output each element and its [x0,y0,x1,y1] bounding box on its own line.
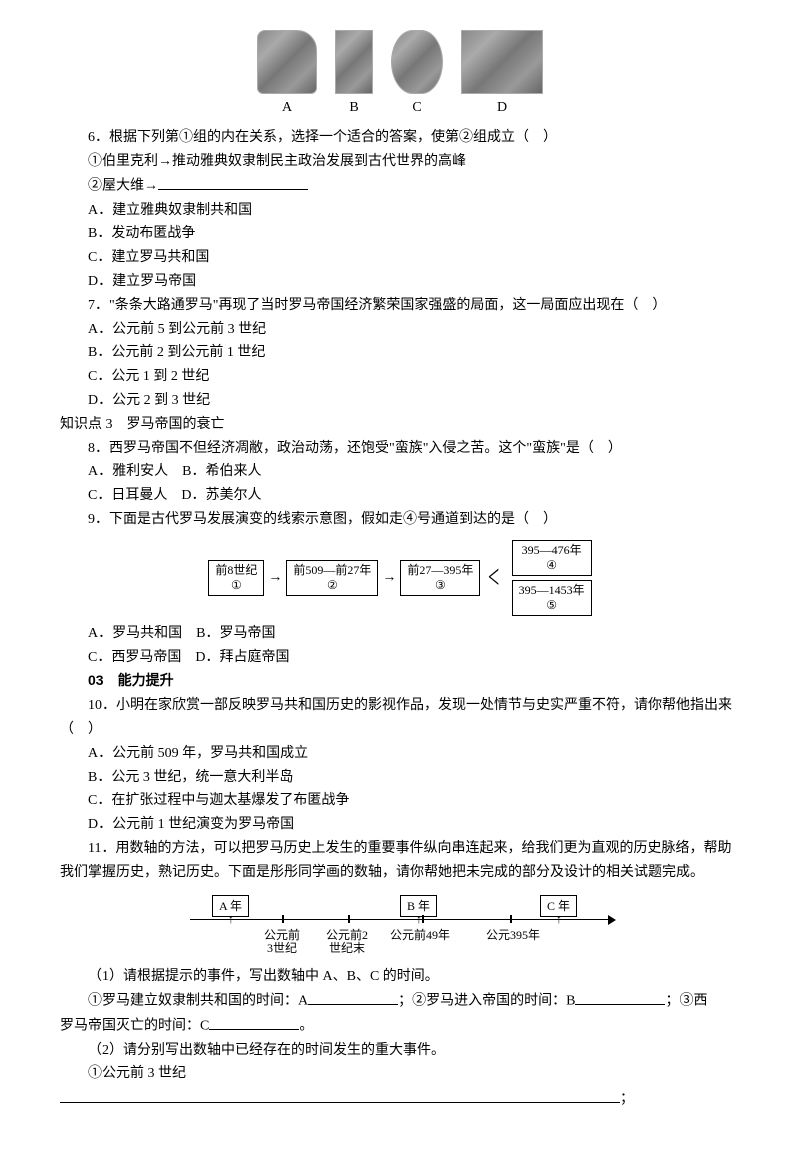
q8-opt-ab: A．雅利安人 B．希伯来人 [60,460,740,484]
arrow-up-icon: ↑ [228,909,234,929]
branch-bracket-icon: < [488,561,500,595]
statue-icon [335,30,373,94]
thumb-label: A [282,96,292,120]
node2-bot: ② [293,578,371,593]
tl-l1a: 公元前 [264,929,300,943]
tl-l2b: 世纪末 [326,942,368,956]
q11-p1: （1）请根据提示的事件，写出数轴中 A、B、C 的时间。 [60,965,740,989]
q7-opt-b: B．公元前 2 到公元前 1 世纪 [60,341,740,365]
option-thumb-a: A [257,30,317,120]
q11-p2-tail: ； [620,1092,634,1107]
option-image-row: A B C D [60,30,740,120]
q6-line2: ②屋大维→ [60,173,740,198]
q11-p1-mid: ；②罗马进入帝国的时间：B [398,994,575,1009]
knowledge-point-3: 知识点 3 罗马帝国的衰亡 [60,413,740,437]
q9-stem: 9．下面是古代罗马发展演变的线索示意图，假如走④号通道到达的是（ ） [60,508,740,532]
q11-p1-mid2: ；③西 [665,994,707,1009]
q11-p2a: ①公元前 3 世纪 [60,1062,740,1086]
node3-bot: ③ [407,578,473,593]
q6-line2-prefix: ②屋大维→ [88,179,158,194]
rome-chain-diagram: 前8世纪 ① → 前509—前27年 ② → 前27—395年 ③ < 395—… [60,540,740,616]
branch-wrap: < 395—476年 ④ 395—1453年 ⑤ [480,540,591,616]
q8-opt-cd: C．日耳曼人 D．苏美尔人 [60,484,740,508]
option-thumb-b: B [335,30,373,120]
thumb-label: C [412,96,421,120]
arrow-up-icon: ↑ [556,909,562,929]
q7-opt-a: A．公元前 5 到公元前 3 世纪 [60,318,740,342]
chain-node-5: 395—1453年 ⑤ [512,580,592,616]
q11-p1-line2-pre: 罗马帝国灭亡的时间：C [60,1019,209,1034]
coin-portrait-icon [391,30,443,94]
node3-top: 前27—395年 [407,563,473,578]
timeline-label-3: 公元前49年 [390,929,450,943]
q7-opt-d: D．公元 2 到 3 世纪 [60,389,740,413]
q6-opt-a: A．建立雅典奴隶制共和国 [60,199,740,223]
q10-opt-d: D．公元前 1 世纪演变为罗马帝国 [60,813,740,837]
q11-p1-line2: 罗马帝国灭亡的时间：C 。 [60,1013,740,1038]
q11-p1-line2-suf: 。 [299,1019,313,1034]
chain-node-2: 前509—前27年 ② [286,560,378,596]
node4-top: 395—476年 [519,543,585,558]
section-03-num: 03 [88,672,104,688]
blank-b [575,988,665,1004]
q6-opt-d: D．建立罗马帝国 [60,270,740,294]
q7-stem: 7．"条条大路通罗马"再现了当时罗马帝国经济繁荣国家强盛的局面，这一局面应出现在… [60,294,740,318]
q6-line1: ①伯里克利→推动雅典奴隶制民主政治发展到古代世界的高峰 [60,150,740,174]
arrow-icon: → [268,566,282,590]
node4-bot: ④ [519,558,585,573]
thumb-label: D [497,96,507,120]
tl-l1b: 3世纪 [264,942,300,956]
arrow-icon: → [382,566,396,590]
timeline-axis [190,919,610,920]
q8-stem: 8．西罗马帝国不但经济凋敝，政治动荡，还饱受"蛮族"入侵之苦。这个"蛮族"是（ … [60,437,740,461]
q6-stem: 6．根据下列第①组的内在关系，选择一个适合的答案，使第②组成立（ ） [60,126,740,150]
node2-top: 前509—前27年 [293,563,371,578]
timeline-label-2: 公元前2 世纪末 [326,929,368,957]
timeline-tick [510,915,512,923]
blank-a [308,988,398,1004]
timeline-tick [282,915,284,923]
q9-opt-ab: A．罗马共和国 B．罗马帝国 [60,622,740,646]
option-thumb-c: C [391,30,443,120]
q11-p1-pre1: ①罗马建立奴隶制共和国的时间：A [88,994,308,1009]
timeline-tick [422,915,424,923]
blank-long [60,1086,620,1102]
chain-node-3: 前27—395年 ③ [400,560,480,596]
q6-opt-b: B．发动布匿战争 [60,222,740,246]
node5-top: 395—1453年 [519,583,585,598]
relief-icon [461,30,543,94]
chain-node-4: 395—476年 ④ [512,540,592,576]
section-03: 03 能力提升 [60,669,740,694]
timeline-tick [348,915,350,923]
timeline-diagram: A 年 ↑ B 年 ↑ C 年 ↑ 公元前 3世纪 公元前2 世纪末 [60,895,740,959]
timeline-label-4: 公元395年 [486,929,540,943]
q6-blank [158,173,308,189]
node1-bot: ① [215,578,257,593]
q9-opt-cd: C．西罗马帝国 D．拜占庭帝国 [60,646,740,670]
q11-p1-line1: ①罗马建立奴隶制共和国的时间：A ；②罗马进入帝国的时间：B ；③西 [60,988,740,1013]
q10-opt-c: C．在扩张过程中与迦太基爆发了布匿战争 [60,789,740,813]
q10-stem: 10．小明在家欣赏一部反映罗马共和国历史的影视作品，发现一处情节与史实严重不符，… [60,694,740,742]
tl-l2a: 公元前2 [326,929,368,943]
q10-opt-b: B．公元 3 世纪，统一意大利半岛 [60,766,740,790]
q11-p2: （2）请分别写出数轴中已经存在的时间发生的重大事件。 [60,1039,740,1063]
chain-node-1: 前8世纪 ① [208,560,264,596]
node5-bot: ⑤ [519,598,585,613]
q7-opt-c: C．公元 1 到 2 世纪 [60,365,740,389]
option-thumb-d: D [461,30,543,120]
timeline-label-1: 公元前 3世纪 [264,929,300,957]
q11-stem: 11．用数轴的方法，可以把罗马历史上发生的重要事件纵向串连起来，给我们更为直观的… [60,837,740,885]
blank-c [209,1013,299,1029]
helmet-bust-icon [257,30,317,94]
thumb-label: B [349,96,358,120]
q6-opt-c: C．建立罗马共和国 [60,246,740,270]
section-03-title: 能力提升 [118,672,174,688]
q11-p2-blankline: ； [60,1086,740,1111]
node1-top: 前8世纪 [215,563,257,578]
q10-opt-a: A．公元前 509 年，罗马共和国成立 [60,742,740,766]
